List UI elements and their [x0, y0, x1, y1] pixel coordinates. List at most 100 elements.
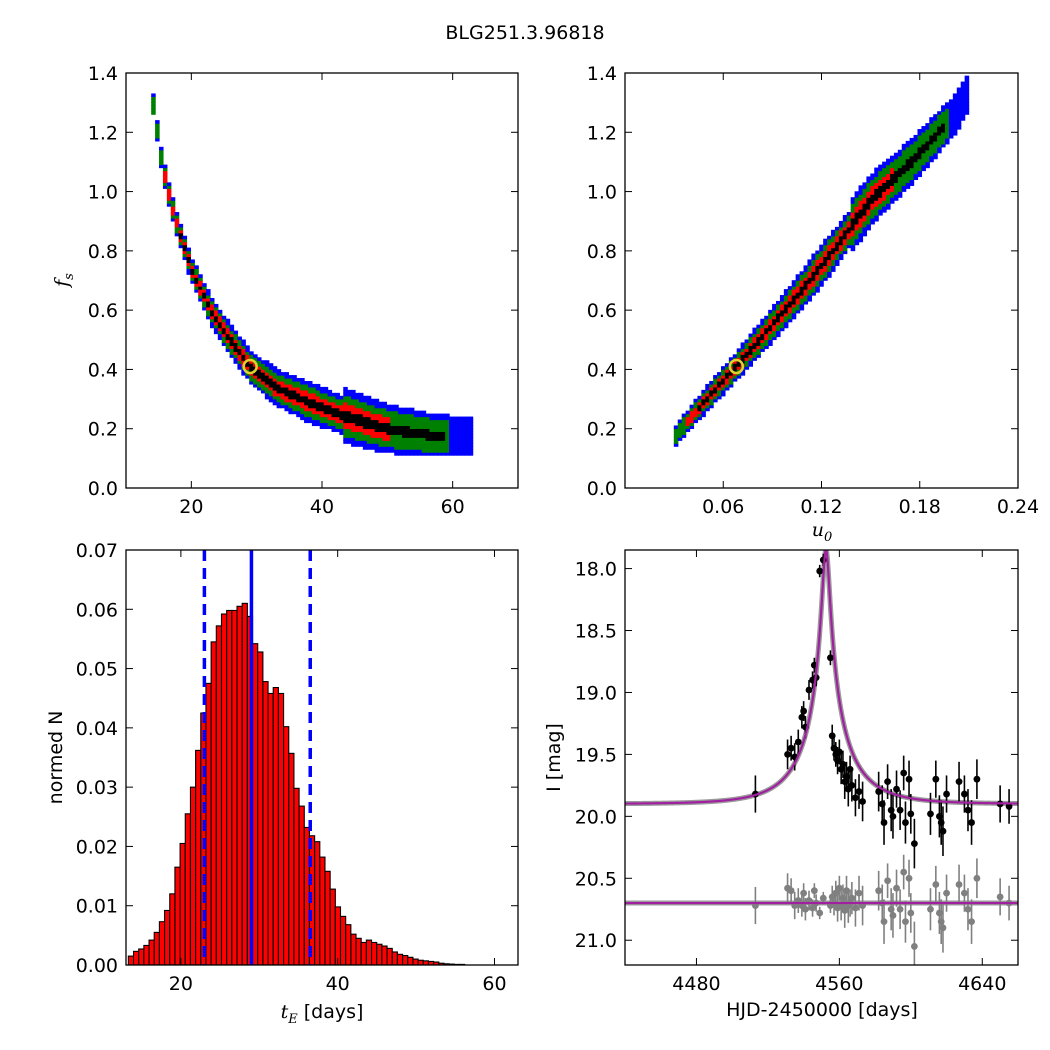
density-cell [893, 158, 899, 163]
density-cell [351, 428, 356, 432]
y-tick-label: 0.2 [587, 419, 617, 441]
density-cell [799, 271, 805, 275]
density-cell [854, 212, 860, 216]
density-cell [893, 152, 899, 157]
density-cell [944, 117, 950, 121]
density-cell [370, 401, 376, 406]
density-cell [355, 428, 360, 432]
density-cell [284, 372, 289, 376]
density-cell [323, 413, 329, 418]
density-cell [941, 120, 946, 124]
density-cell [464, 449, 470, 453]
density-cell [437, 443, 442, 447]
density-cell [409, 449, 415, 453]
density-cell [728, 383, 734, 388]
density-cell [402, 413, 407, 418]
residual-point [884, 877, 891, 885]
density-cell [870, 206, 875, 210]
density-cell [909, 173, 915, 178]
density-cell [221, 324, 227, 329]
density-cell [174, 223, 180, 228]
density-cell [398, 422, 403, 427]
density-cell [874, 179, 879, 183]
density-cell [402, 422, 407, 427]
density-cell [850, 197, 856, 201]
density-cell [351, 398, 356, 403]
density-cell [944, 137, 950, 142]
density-cell [819, 247, 824, 252]
density-cell [819, 265, 824, 269]
density-cell [748, 348, 754, 352]
density-cell [398, 449, 403, 453]
density-cell [815, 286, 820, 290]
density-cell [909, 137, 915, 142]
density-cell [779, 321, 785, 326]
histogram-bar [298, 805, 305, 965]
density-cell [705, 383, 710, 388]
density-cell [866, 182, 871, 186]
density-cell [347, 395, 352, 400]
density-cell [752, 330, 757, 335]
density-cell [413, 443, 419, 447]
density-cell [783, 297, 789, 302]
density-cell [355, 422, 360, 427]
density-cell [394, 428, 399, 432]
density-cell [764, 345, 769, 349]
density-cell [456, 416, 462, 421]
density-cell [807, 283, 812, 287]
density-cell [382, 401, 387, 406]
density-cell [390, 413, 395, 418]
density-cell [300, 407, 305, 412]
density-cell [960, 117, 966, 121]
density-cell [819, 259, 824, 264]
density-cell [897, 179, 903, 183]
density-cell [464, 428, 470, 432]
histogram-bar [257, 651, 264, 965]
histogram-bar [283, 726, 290, 965]
density-cell [464, 431, 470, 435]
density-cell [858, 194, 864, 198]
density-cell [327, 419, 333, 424]
density-cell [378, 407, 384, 412]
density-cell [437, 434, 442, 438]
density-cell [838, 220, 844, 225]
density-cell [390, 407, 395, 412]
density-cell [799, 300, 805, 305]
density-cell [276, 398, 282, 403]
density-cell [964, 96, 970, 100]
density-cell [956, 123, 962, 127]
density-cell [685, 413, 691, 418]
density-cell [909, 143, 915, 148]
density-cell [237, 357, 242, 361]
density-cell [693, 407, 699, 412]
density-cell [394, 413, 399, 418]
density-cell [311, 386, 317, 391]
data-point [1005, 803, 1013, 810]
density-cell [882, 170, 887, 175]
density-cell [834, 256, 840, 261]
density-cell [221, 315, 227, 320]
density-cell [882, 191, 887, 195]
density-cell [307, 398, 313, 403]
density-cell [917, 149, 923, 154]
density-cell [358, 437, 364, 441]
density-cell [268, 380, 274, 385]
density-cell [740, 372, 746, 376]
data-point [968, 819, 975, 826]
density-cell [764, 324, 769, 329]
density-cell [245, 357, 250, 361]
density-cell [689, 416, 695, 421]
histogram-bar [272, 686, 279, 965]
density-cell [409, 425, 415, 430]
density-cell [264, 375, 270, 379]
density-cell [272, 398, 278, 403]
density-cell [296, 407, 301, 412]
density-cell [296, 401, 301, 406]
density-cell [402, 428, 407, 432]
density-cell [304, 392, 309, 397]
density-cell [929, 152, 934, 157]
residual-point [961, 889, 968, 897]
density-cell [296, 392, 301, 397]
density-cell [221, 318, 227, 323]
residual-point [810, 887, 818, 895]
